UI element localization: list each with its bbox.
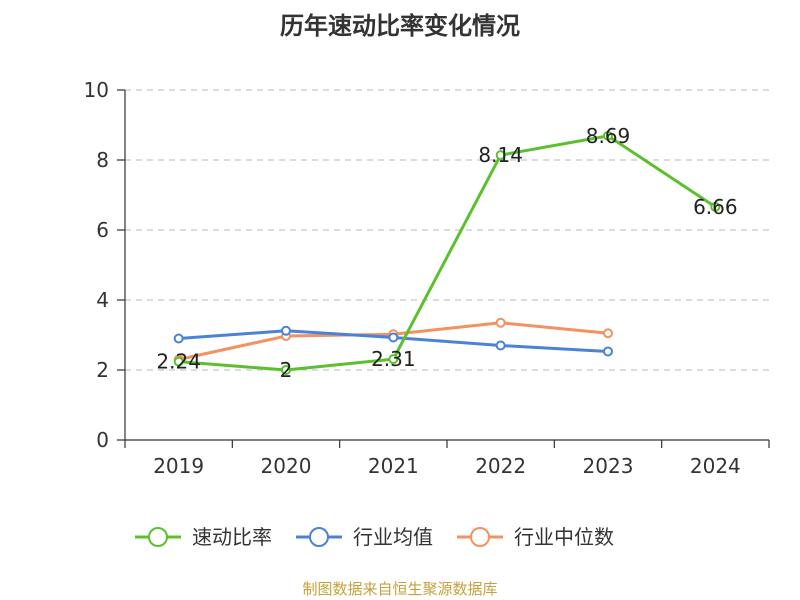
x-tick-label: 2021 [368, 454, 419, 478]
legend-label: 行业中位数 [514, 525, 614, 549]
data-point [388, 332, 399, 343]
y-tick-label: 8 [96, 148, 109, 172]
x-tick-label: 2024 [690, 454, 741, 478]
data-label: 8.69 [586, 124, 631, 148]
data-point [388, 354, 399, 365]
data-point [173, 356, 184, 367]
y-tick-label: 10 [84, 78, 109, 102]
legend-item-1: 速动比率 [135, 525, 272, 549]
data-point [495, 340, 506, 351]
legend-label: 速动比率 [192, 525, 272, 549]
legend-marker [309, 527, 329, 547]
data-point [603, 130, 613, 141]
x-tick-label: 2022 [475, 454, 526, 478]
legend-marker [470, 527, 490, 547]
data-point [173, 333, 184, 344]
data-point [495, 317, 506, 328]
x-tick-label: 2020 [261, 454, 312, 478]
data-labels: 2.24 2 2.31 8.14 8.69 6.66 [156, 124, 737, 382]
data-label: 8.14 [478, 143, 523, 167]
data-label: 2 [280, 358, 293, 382]
data-point [603, 346, 613, 357]
y-tick-label: 0 [96, 428, 109, 452]
legend-label: 行业均值 [353, 525, 433, 549]
data-point [603, 328, 613, 339]
chart-title: 历年速动比率变化情况 [280, 12, 520, 40]
legend-item-3: 行业中位数 [457, 525, 614, 549]
data-label: 2.24 [156, 350, 201, 374]
x-tick-label: 2023 [583, 454, 634, 478]
series-layer [173, 130, 721, 375]
data-point [281, 325, 291, 336]
data-point [495, 150, 506, 161]
data-point [710, 201, 721, 212]
axes: 0 2 4 6 8 10 2019 2020 2021 2022 2023 2024 [84, 78, 770, 478]
y-tick-label: 2 [96, 358, 109, 382]
data-label: 6.66 [693, 195, 738, 219]
legend-marker [148, 527, 168, 547]
legend: 速动比率 行业均值 行业中位数 [135, 525, 614, 549]
x-tick-label: 2019 [153, 454, 204, 478]
data-point [281, 365, 291, 375]
series-line-1 [178, 134, 717, 372]
data-label: 2.31 [371, 347, 416, 371]
y-tick-label: 6 [96, 218, 109, 242]
grid-lines [125, 89, 769, 371]
legend-item-2: 行业均值 [296, 525, 433, 549]
source-note: 制图数据来自恒生聚源数据库 [302, 580, 498, 598]
y-tick-label: 4 [96, 288, 109, 312]
